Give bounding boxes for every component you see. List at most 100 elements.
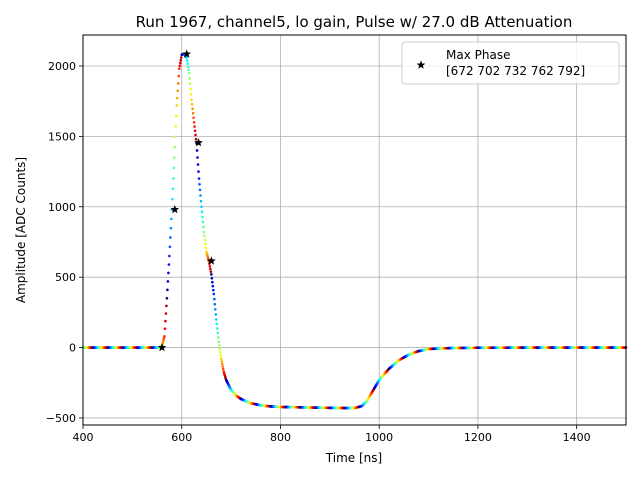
legend: Max Phase [672 702 732 762 792] [401,41,620,85]
waveform-point [179,59,183,62]
waveform-point [196,163,200,166]
x-tick-label: 1200 [464,431,492,444]
waveform-point [178,64,182,68]
waveform-point [167,271,170,275]
waveform-point [186,65,190,69]
waveform-point [215,322,219,326]
waveform-point [210,273,213,276]
waveform-point [199,194,202,197]
waveform-point [179,56,183,59]
waveform-point [173,145,177,149]
y-tick-label: 1000 [48,201,76,214]
waveform-point [175,104,179,107]
waveform-point [161,340,165,344]
waveform-point [203,234,206,238]
waveform-point [163,335,166,338]
waveform-point [213,307,217,311]
waveform-point [220,362,224,366]
waveform-point [189,93,193,96]
waveform-point [172,166,176,170]
x-tick-label: 1400 [563,431,591,444]
waveform-point [164,312,168,315]
chart-title: Run 1967, channel5, lo gain, Pulse w/ 27… [136,13,573,31]
waveform-point [204,246,208,250]
waveform-point [177,74,181,78]
y-tick-label: −500 [46,412,76,425]
waveform-point [174,124,178,128]
waveform-point [166,280,170,283]
waveform-point [169,226,173,230]
waveform-point [201,215,204,219]
waveform-point [173,156,176,159]
y-tick-label: 0 [69,342,76,355]
waveform-point [201,220,205,224]
waveform-point [196,156,199,159]
waveform-point [187,68,190,72]
legend-star-marker [416,60,426,69]
waveform-point [171,197,174,201]
waveform-point [199,199,203,203]
waveform-point [213,302,217,306]
waveform-point [219,357,223,361]
waveform-point [197,177,201,180]
waveform-point [191,107,194,111]
waveform-point [176,82,180,85]
waveform-point [185,59,189,62]
waveform-point [211,280,214,284]
waveform-point [198,182,201,186]
waveform-point [218,347,222,350]
x-tick-label: 400 [73,431,94,444]
waveform-point [192,116,195,120]
waveform-point [212,288,215,292]
waveform-point [212,292,216,296]
waveform-point [213,297,216,301]
waveform-point [175,96,179,100]
waveform-point [194,137,198,141]
waveform-point [185,56,188,59]
waveform-point [193,125,196,128]
waveform-point [164,319,167,323]
y-tick-label: 2000 [48,60,76,73]
waveform-point [217,340,221,344]
waveform-point [165,304,168,308]
waveform-point [210,276,214,280]
max-phase-star [206,256,216,265]
waveform-point [166,288,169,292]
waveform-point [174,135,177,138]
x-axis-label: Time [ns] [325,451,382,465]
waveform-point [177,67,181,71]
max-phase-star [194,138,203,147]
y-axis-label: Amplitude [ADC Counts] [14,157,28,303]
waveform-point [175,114,178,118]
waveform-point [192,120,196,124]
waveform-point [202,225,205,229]
waveform-point [190,102,194,106]
waveform-point [193,129,197,133]
waveform-point [178,61,182,65]
legend-entry-label: Max Phase [672 702 732 762 792] [446,48,585,78]
waveform-point [219,354,223,357]
waveform-point [216,331,220,335]
waveform-point [162,336,166,340]
waveform-point [162,338,165,342]
waveform-point [209,267,212,271]
waveform-point [214,313,218,316]
waveform-point [200,205,203,209]
waveform-point [190,98,193,102]
waveform-point [163,327,167,331]
waveform-point [186,62,189,66]
waveform-point [203,238,207,242]
waveform-point [211,284,215,288]
waveform-point [194,133,197,137]
waveform-point [188,82,192,86]
waveform-point [189,87,192,91]
waveform-point [204,242,207,246]
waveform-point [221,367,225,371]
max-phase-markers [157,49,216,352]
waveform-point [188,77,191,80]
waveform-point [221,365,224,368]
waveform-points [81,52,628,410]
legend-label-line-2: [672 702 732 762 792] [446,64,585,78]
